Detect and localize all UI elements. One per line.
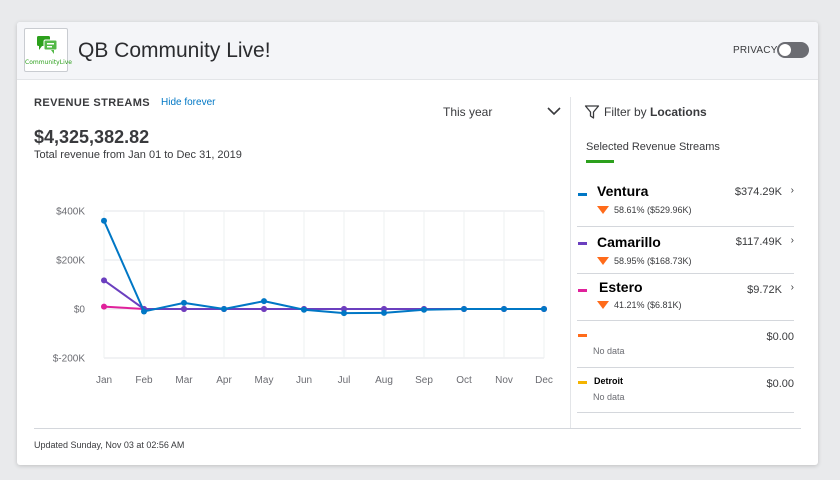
x-tick-label: Jul bbox=[338, 375, 351, 386]
stream-divider bbox=[577, 273, 794, 274]
privacy-label: PRIVACY bbox=[733, 45, 778, 56]
filter-icon bbox=[584, 105, 600, 119]
y-tick-label: $0 bbox=[74, 305, 86, 316]
y-tick-label: $400K bbox=[56, 207, 85, 218]
trend-down-icon bbox=[597, 206, 609, 214]
stream-color-swatch bbox=[578, 242, 587, 245]
x-tick-label: Apr bbox=[216, 375, 232, 386]
stream-change: 58.95% ($168.73K) bbox=[614, 256, 692, 266]
trend-down-icon bbox=[597, 257, 609, 265]
x-tick-label: Mar bbox=[175, 375, 193, 386]
card-header: CommunityLive QB Community Live! PRIVACY bbox=[17, 22, 818, 80]
x-tick-label: Jan bbox=[96, 375, 112, 386]
stream-name: Ventura bbox=[597, 183, 649, 199]
stream-divider bbox=[577, 226, 794, 227]
x-tick-label: Feb bbox=[135, 375, 153, 386]
x-tick-label: Oct bbox=[456, 375, 472, 386]
chevron-right-icon: › bbox=[790, 235, 794, 246]
data-point-ventura bbox=[421, 306, 427, 313]
footer-divider bbox=[34, 428, 801, 429]
period-label: This year bbox=[443, 105, 493, 119]
hide-forever-link[interactable]: Hide forever bbox=[161, 97, 216, 108]
section-title: REVENUE STREAMS bbox=[34, 97, 151, 109]
app-title: QB Community Live! bbox=[78, 39, 271, 62]
x-tick-label: Aug bbox=[375, 375, 393, 386]
y-tick-label: $200K bbox=[56, 256, 85, 267]
data-point-camarillo bbox=[181, 306, 187, 312]
revenue-line-chart: $400K $200K $0 $-200K Jan Feb Mar Apr May Jun Jul A… bbox=[53, 207, 553, 387]
stream-color-swatch bbox=[578, 381, 587, 384]
data-point-camarillo bbox=[261, 306, 267, 312]
x-tick-label: Nov bbox=[495, 375, 513, 386]
stream-color-swatch bbox=[578, 289, 587, 292]
stream-change: 58.61% ($529.96K) bbox=[614, 205, 692, 215]
y-tick-label: $-200K bbox=[53, 354, 86, 365]
data-point-camarillo bbox=[101, 277, 107, 284]
stream-amount: $374.29K bbox=[734, 186, 782, 198]
stream-amount: $0.00 bbox=[766, 331, 794, 343]
stream-name: Detroit bbox=[594, 376, 623, 386]
stream-item-unnamed[interactable]: $0.00 No data bbox=[577, 321, 794, 369]
stream-name: Estero bbox=[599, 279, 643, 295]
tab-selected-revenue-streams[interactable]: Selected Revenue Streams bbox=[586, 141, 720, 153]
chevron-down-icon bbox=[547, 107, 561, 116]
total-amount: $4,325,382.82 bbox=[34, 127, 150, 147]
data-point-camarillo bbox=[341, 306, 347, 312]
no-data-label: No data bbox=[593, 346, 625, 356]
data-point-ventura bbox=[261, 298, 267, 305]
privacy-toggle[interactable] bbox=[777, 42, 809, 58]
data-point-ventura bbox=[501, 306, 507, 312]
series-line-ventura bbox=[103, 220, 544, 315]
stream-divider bbox=[577, 367, 794, 368]
stream-item-ventura[interactable]: Ventura $374.29K › 58.61% ($529.96K) bbox=[577, 178, 794, 227]
active-tab-underline bbox=[586, 160, 614, 163]
series-line-camarillo bbox=[103, 279, 544, 310]
data-point-ventura bbox=[301, 306, 307, 313]
revenue-streams-card: CommunityLive QB Community Live! PRIVACY… bbox=[17, 22, 818, 465]
filter-target: Locations bbox=[650, 105, 707, 119]
x-tick-label: May bbox=[255, 375, 274, 386]
data-point-ventura bbox=[381, 309, 387, 316]
stream-divider bbox=[577, 320, 794, 321]
data-point-ventura bbox=[141, 308, 147, 315]
stream-item-estero[interactable]: Estero $9.72K › 41.21% ($6.81K) bbox=[577, 274, 794, 322]
stream-item-camarillo[interactable]: Camarillo $117.49K › 58.95% ($168.73K) bbox=[577, 227, 794, 275]
chevron-right-icon: › bbox=[790, 282, 794, 293]
x-tick-label: Sep bbox=[415, 375, 433, 386]
data-point-ventura bbox=[541, 306, 547, 312]
x-tick-label: Dec bbox=[535, 375, 553, 386]
stream-amount: $117.49K bbox=[735, 236, 782, 248]
data-point-ventura bbox=[181, 299, 187, 306]
stream-amount: $9.72K bbox=[747, 284, 782, 296]
vertical-divider bbox=[570, 97, 571, 429]
chevron-right-icon: › bbox=[790, 185, 794, 196]
data-point-ventura bbox=[101, 217, 107, 224]
trend-down-icon bbox=[597, 301, 609, 309]
filter-prefix: Filter by bbox=[604, 105, 647, 119]
filter-label: Filter by Locations bbox=[604, 105, 707, 119]
stream-name: Camarillo bbox=[597, 234, 661, 250]
no-data-label: No data bbox=[593, 392, 625, 402]
data-point-estero bbox=[101, 303, 107, 310]
stream-color-swatch bbox=[578, 193, 587, 196]
stream-amount: $0.00 bbox=[766, 378, 794, 390]
stream-color-swatch bbox=[578, 334, 587, 337]
chat-bubbles-icon bbox=[37, 36, 58, 54]
last-updated-text: Updated Sunday, Nov 03 at 02:56 AM bbox=[34, 440, 185, 450]
toggle-knob bbox=[779, 44, 791, 56]
period-dropdown[interactable]: This year bbox=[443, 104, 563, 122]
stream-change: 41.21% ($6.81K) bbox=[614, 300, 682, 310]
stream-divider bbox=[577, 412, 794, 413]
community-live-logo: CommunityLive bbox=[24, 28, 72, 72]
logo-text: CommunityLive bbox=[25, 59, 72, 66]
data-point-ventura bbox=[221, 306, 227, 312]
x-tick-label: Jun bbox=[296, 375, 312, 386]
total-description: Total revenue from Jan 01 to Dec 31, 201… bbox=[34, 149, 242, 161]
data-point-ventura bbox=[341, 310, 347, 317]
stream-item-detroit[interactable]: Detroit $0.00 No data bbox=[577, 368, 794, 413]
data-point-ventura bbox=[461, 306, 467, 312]
